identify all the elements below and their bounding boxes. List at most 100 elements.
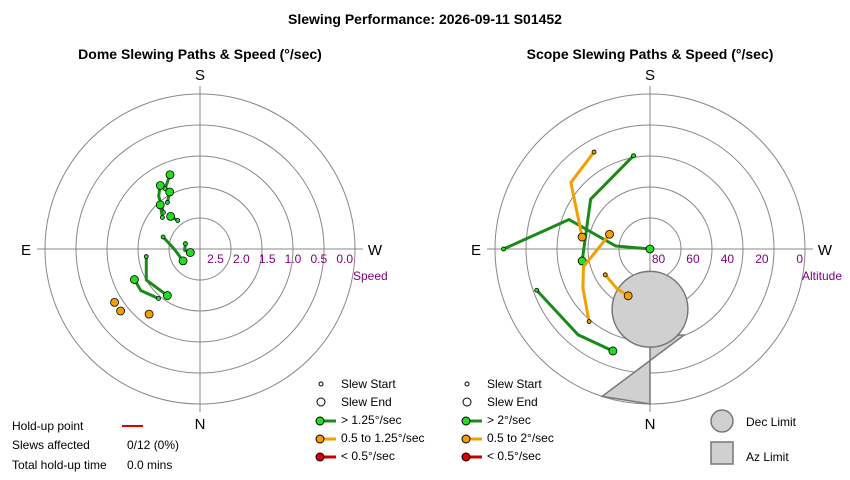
dome-slew-end xyxy=(155,181,165,190)
legend-mid: 0.5 to 1.25°/sec xyxy=(341,431,425,445)
dome-slew-start xyxy=(143,254,149,259)
dome-legend: Slew Start Slew End > 1.25°/sec 0.5 to 1… xyxy=(315,377,425,463)
dec-limit-shape xyxy=(611,270,689,348)
dome-slew-end xyxy=(130,275,139,284)
legend-r-mid: 0.5 to 2°/sec xyxy=(487,431,554,445)
legend-r-lt: < 0.5°/sec xyxy=(487,449,541,463)
dome-tick-label: 0.5 xyxy=(310,252,327,266)
legend-az-limit: Az Limit xyxy=(746,450,789,464)
dome-slew-end xyxy=(185,248,195,257)
scope-tick-label: 80 xyxy=(652,252,666,266)
dome-dir-bottom: N xyxy=(195,416,206,433)
dome-tick-label: 1.0 xyxy=(285,252,302,266)
dome-tick-label: 2.0 xyxy=(233,252,250,266)
legend-r-slew-end-marker xyxy=(462,397,472,407)
dome-slew-path xyxy=(133,278,160,300)
dome-polar-grid xyxy=(37,86,363,412)
scope-slew-path xyxy=(581,233,611,322)
dome-radial-label: Speed xyxy=(353,269,388,283)
dec-limit-icon xyxy=(710,409,734,433)
scope-slew-end xyxy=(577,232,587,242)
scope-tick-label: 60 xyxy=(686,252,700,266)
scope-radial-ticks: 80 60 40 20 0 xyxy=(652,252,803,266)
dome-slew-start xyxy=(159,215,165,220)
dome-slew-start xyxy=(156,296,161,301)
dome-slew-point xyxy=(116,306,126,316)
dome-dir-right: W xyxy=(368,242,383,259)
legend-mid-marker xyxy=(315,434,325,444)
dome-slew-start xyxy=(175,218,181,223)
dome-tick-label: 0.0 xyxy=(336,252,353,266)
dome-slew-path xyxy=(144,256,169,297)
scope-slew-end xyxy=(577,256,587,266)
dome-marks xyxy=(110,170,195,319)
dome-dir-top: S xyxy=(195,67,205,84)
scope-slew-start xyxy=(591,149,597,155)
legend-r-lt-marker xyxy=(461,452,471,462)
scope-chart-title: Scope Slewing Paths & Speed (°/sec) xyxy=(527,46,774,62)
scope-slew-end xyxy=(605,229,614,239)
scope-slew-end xyxy=(623,291,633,301)
scope-slew-path xyxy=(502,218,651,251)
dome-slew-start xyxy=(183,241,188,247)
scope-slew-start xyxy=(501,246,507,252)
holdup-summary: Hold-up point Slews affected 0/12 (0%) T… xyxy=(12,419,179,472)
main-title: Slewing Performance: 2026-09-11 S01452 xyxy=(288,11,562,27)
legend-slew-end: Slew End xyxy=(341,395,392,409)
scope-slew-start xyxy=(602,272,608,278)
legend-r-slew-start: Slew Start xyxy=(487,377,542,391)
dome-slew-point xyxy=(110,297,119,307)
dome-dir-left: E xyxy=(21,242,31,259)
scope-slew-start xyxy=(631,153,636,159)
legend-slew-start-marker xyxy=(318,381,324,387)
legend-slew-end-marker xyxy=(316,397,326,407)
legend-lt: < 0.5°/sec xyxy=(341,449,395,463)
legend-r-gt: > 2°/sec xyxy=(487,413,531,427)
scope-slew-end xyxy=(645,244,655,254)
dome-chart-title: Dome Slewing Paths & Speed (°/sec) xyxy=(78,46,322,62)
az-limit-icon xyxy=(710,441,734,465)
legend-gt-marker xyxy=(315,416,325,426)
dome-chart: Dome Slewing Paths & Speed (°/sec) S N E… xyxy=(21,46,388,433)
dome-slew-end xyxy=(165,187,175,197)
dome-slew-point xyxy=(144,309,154,319)
scope-slew-end xyxy=(608,346,618,356)
scope-tick-label: 20 xyxy=(755,252,769,266)
scope-slew-path xyxy=(535,289,614,353)
dome-tick-label: 1.5 xyxy=(259,252,276,266)
holdup-time-value: 0.0 mins xyxy=(127,458,172,472)
scope-marks xyxy=(501,149,655,356)
dome-slew-start xyxy=(165,200,170,205)
legend-r-mid-marker xyxy=(461,434,471,444)
scope-limits xyxy=(600,270,689,405)
scope-dir-bottom: N xyxy=(645,416,656,433)
legend-lt-marker xyxy=(315,452,325,462)
scope-legend: Slew Start Slew End > 2°/sec 0.5 to 2°/s… xyxy=(461,377,797,465)
scope-tick-label: 40 xyxy=(721,252,735,266)
scope-slew-start xyxy=(586,319,592,324)
scope-slew-path xyxy=(569,151,596,238)
legend-gt: > 1.25°/sec xyxy=(341,413,402,427)
scope-chart: Scope Slewing Paths & Speed (°/sec) S N … xyxy=(471,46,842,433)
dome-slew-end xyxy=(165,170,175,180)
scope-slew-path xyxy=(604,273,629,298)
dome-slew-start xyxy=(160,234,166,240)
legend-slew-start: Slew Start xyxy=(341,377,396,391)
legend-r-slew-start-marker xyxy=(464,381,470,387)
legend-dec-limit: Dec Limit xyxy=(746,415,797,429)
holdup-slews-value: 0/12 (0%) xyxy=(127,438,179,452)
scope-dir-top: S xyxy=(645,67,655,84)
dome-slew-start xyxy=(162,186,168,191)
scope-slew-path xyxy=(580,154,635,262)
dome-slew-end xyxy=(163,291,172,300)
holdup-slews-label: Slews affected xyxy=(12,438,90,452)
scope-dir-left: E xyxy=(471,242,481,259)
holdup-time-label: Total hold-up time xyxy=(12,458,107,472)
dome-radial-ticks: 2.5 2.0 1.5 1.0 0.5 0.0 xyxy=(207,252,353,266)
dome-slew-end xyxy=(166,211,176,221)
holdup-point-label: Hold-up point xyxy=(12,419,84,433)
scope-radial-label: Altitude xyxy=(802,269,842,283)
legend-r-slew-end: Slew End xyxy=(487,395,538,409)
scope-slew-start xyxy=(534,287,540,293)
